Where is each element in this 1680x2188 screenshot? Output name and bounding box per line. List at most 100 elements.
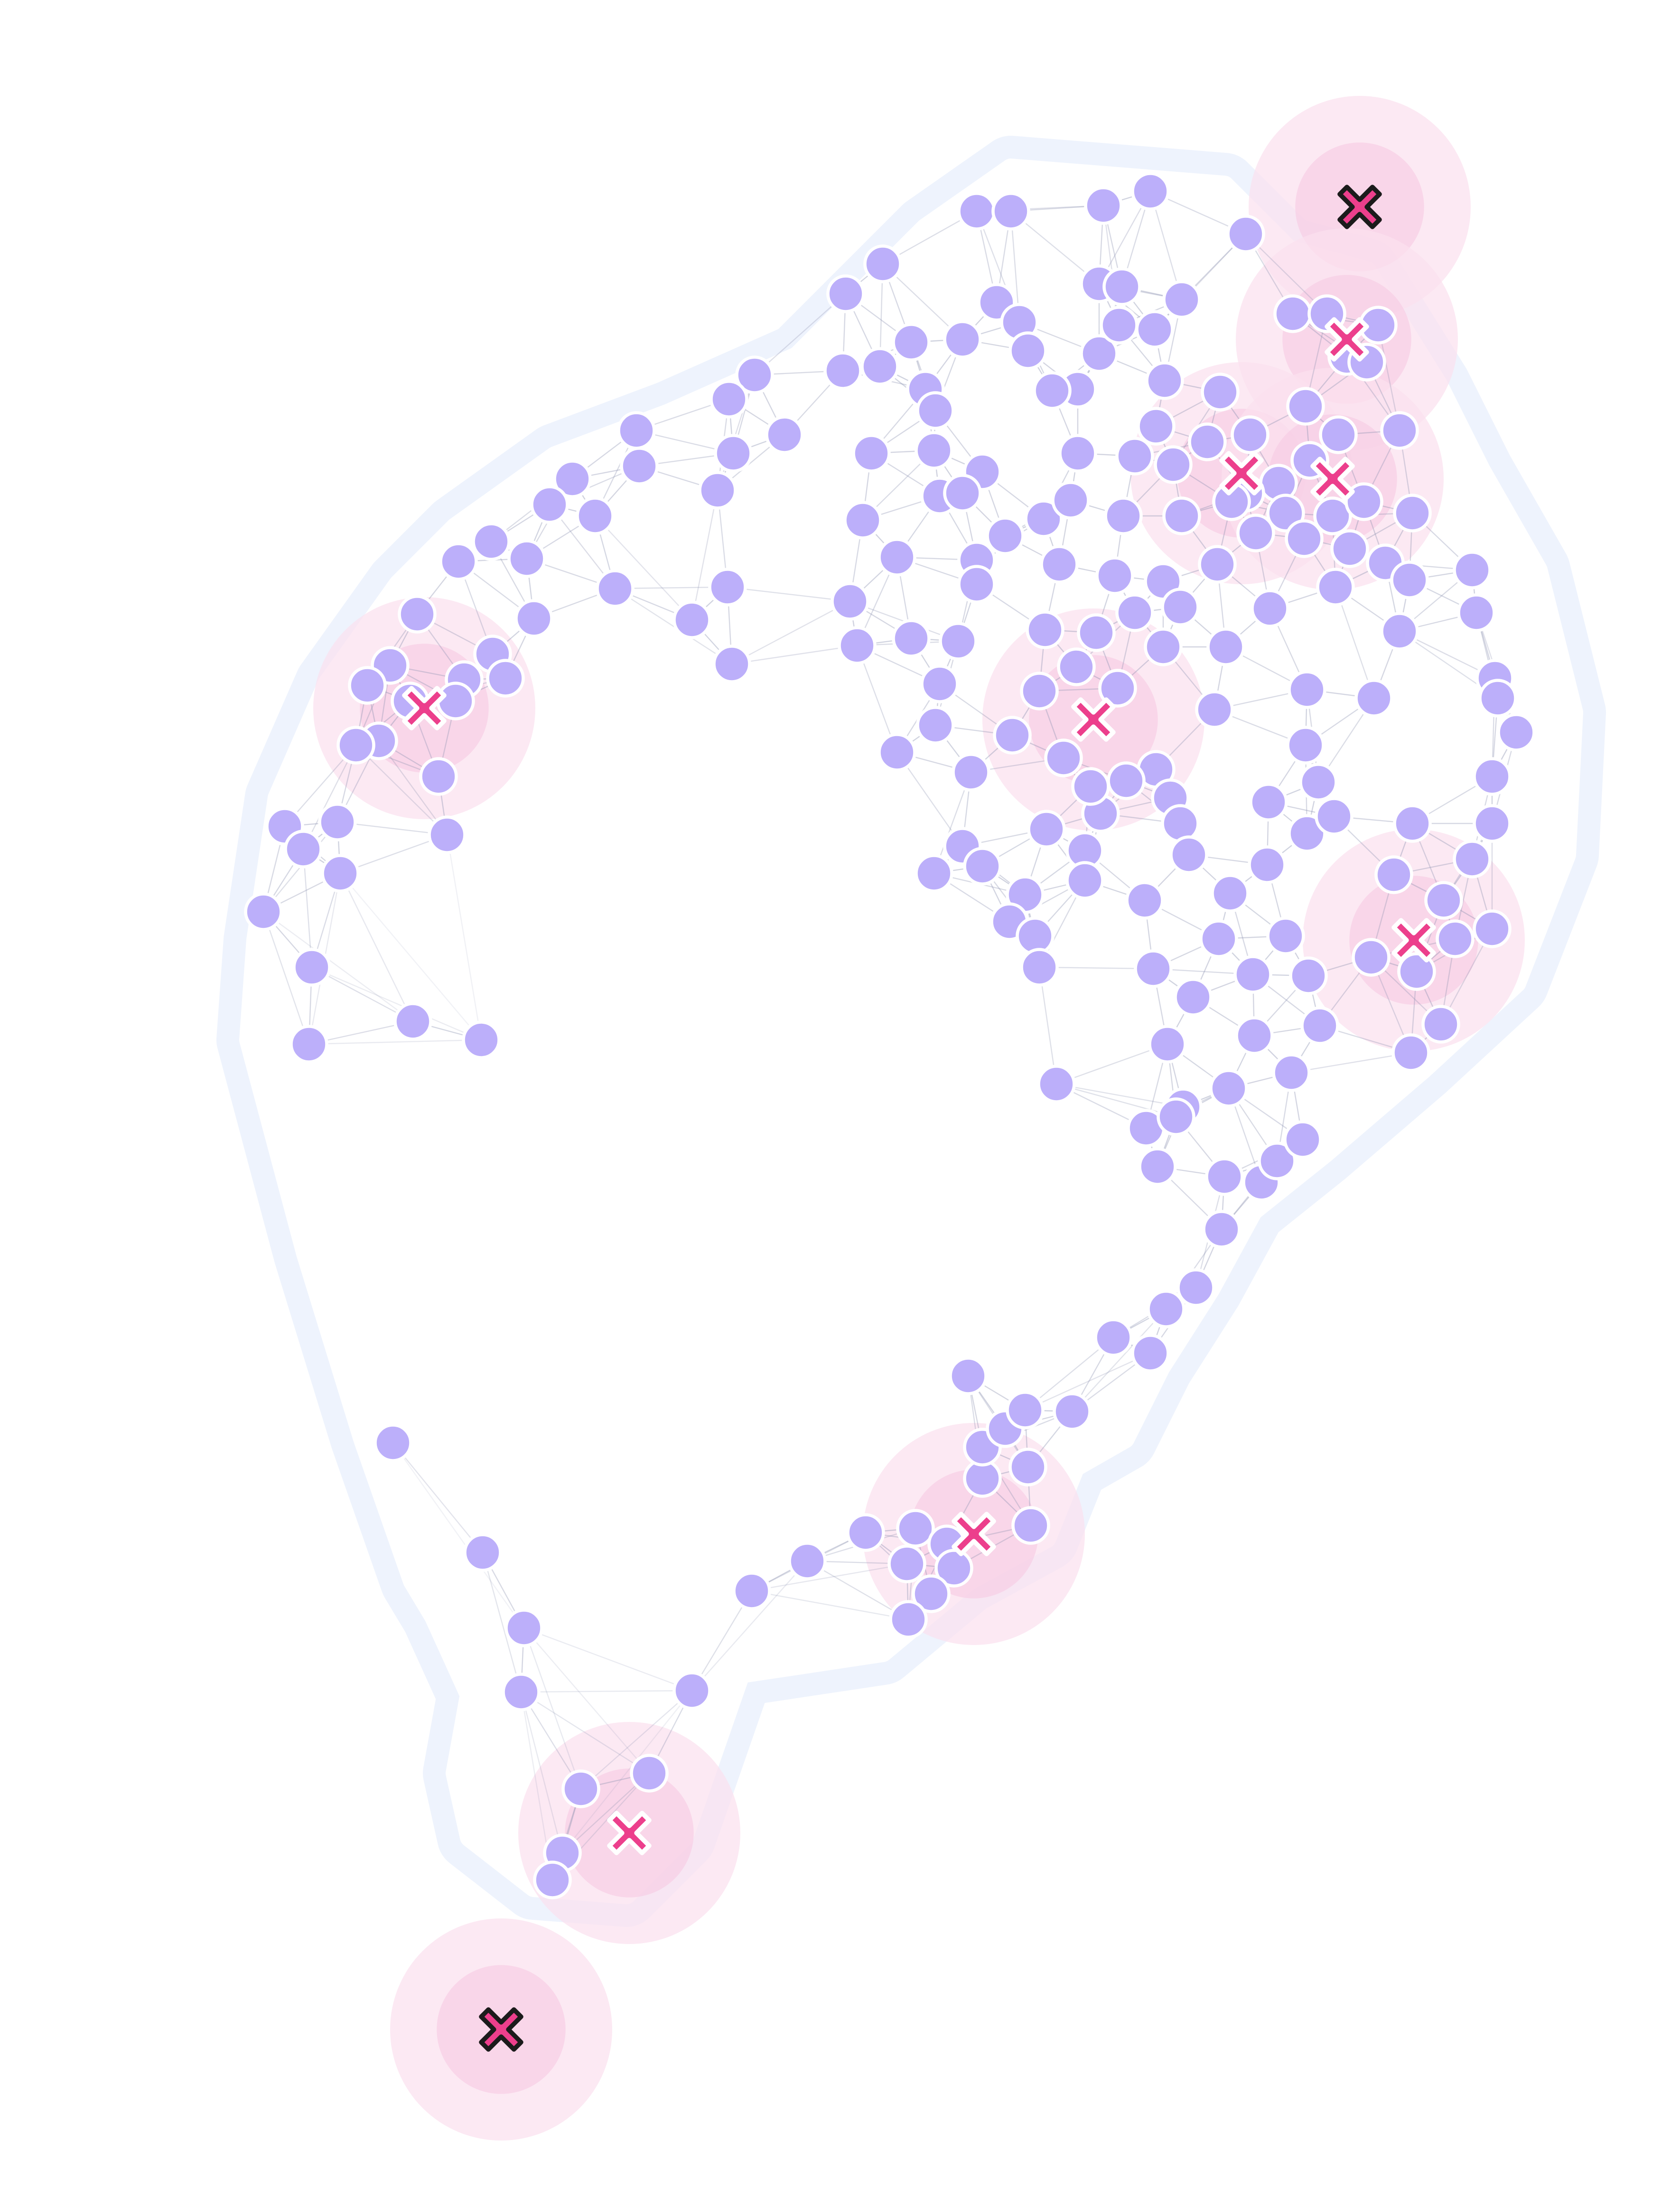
node[interactable] xyxy=(1423,1007,1459,1042)
node[interactable] xyxy=(563,1771,599,1807)
node[interactable] xyxy=(995,718,1030,753)
node[interactable] xyxy=(674,1673,710,1709)
node[interactable] xyxy=(1055,1394,1090,1430)
node[interactable] xyxy=(1475,911,1510,947)
node[interactable] xyxy=(1035,373,1070,409)
node[interactable] xyxy=(988,518,1023,554)
node[interactable] xyxy=(889,1546,925,1582)
node[interactable] xyxy=(622,449,657,484)
node[interactable] xyxy=(1332,531,1368,567)
node[interactable] xyxy=(1140,1149,1176,1185)
node[interactable] xyxy=(1211,1071,1247,1106)
node[interactable] xyxy=(400,597,435,632)
node[interactable] xyxy=(1059,649,1094,685)
node[interactable] xyxy=(918,708,953,743)
node[interactable] xyxy=(894,621,929,656)
node[interactable] xyxy=(1137,312,1173,347)
node[interactable] xyxy=(1274,1055,1309,1091)
node[interactable] xyxy=(488,661,523,696)
node[interactable] xyxy=(421,759,457,795)
node[interactable] xyxy=(1029,812,1064,847)
node[interactable] xyxy=(1237,1018,1272,1054)
node[interactable] xyxy=(1213,876,1248,911)
node[interactable] xyxy=(1022,673,1057,709)
node[interactable] xyxy=(1251,785,1287,820)
node[interactable] xyxy=(828,276,864,312)
node[interactable] xyxy=(959,567,995,602)
node[interactable] xyxy=(619,413,654,449)
node[interactable] xyxy=(1086,188,1121,224)
node[interactable] xyxy=(1455,552,1490,588)
node[interactable] xyxy=(1156,447,1191,483)
node[interactable] xyxy=(246,894,281,930)
node[interactable] xyxy=(1208,629,1244,665)
node[interactable] xyxy=(1289,672,1325,708)
node[interactable] xyxy=(1127,883,1163,918)
node[interactable] xyxy=(1353,940,1389,975)
node[interactable] xyxy=(1010,333,1046,369)
node[interactable] xyxy=(700,473,736,508)
node[interactable] xyxy=(840,628,875,664)
node[interactable] xyxy=(953,755,989,790)
node[interactable] xyxy=(848,1515,884,1551)
node[interactable] xyxy=(516,601,552,636)
node[interactable] xyxy=(1067,863,1103,898)
node[interactable] xyxy=(734,1573,770,1609)
node[interactable] xyxy=(1133,174,1168,209)
node[interactable] xyxy=(716,436,751,471)
node[interactable] xyxy=(338,728,374,763)
node[interactable] xyxy=(578,498,613,534)
node[interactable] xyxy=(1382,413,1418,449)
node[interactable] xyxy=(1073,769,1109,804)
node[interactable] xyxy=(1316,799,1352,834)
node[interactable] xyxy=(1302,1008,1338,1044)
node[interactable] xyxy=(674,602,710,638)
node[interactable] xyxy=(711,382,747,417)
node[interactable] xyxy=(465,1535,501,1571)
node[interactable] xyxy=(1164,282,1200,318)
node[interactable] xyxy=(1010,1449,1046,1485)
node[interactable] xyxy=(710,570,746,605)
node[interactable] xyxy=(1117,439,1153,474)
node[interactable] xyxy=(1148,1291,1184,1327)
node[interactable] xyxy=(894,325,929,360)
node[interactable] xyxy=(1164,498,1200,534)
node[interactable] xyxy=(1392,562,1428,598)
node[interactable] xyxy=(916,856,952,891)
node[interactable] xyxy=(286,832,321,867)
node[interactable] xyxy=(825,353,861,389)
node[interactable] xyxy=(291,1027,327,1062)
node[interactable] xyxy=(1104,269,1140,305)
node[interactable] xyxy=(1382,614,1418,649)
node[interactable] xyxy=(1475,759,1510,795)
node[interactable] xyxy=(1163,589,1198,625)
node[interactable] xyxy=(395,1004,431,1039)
node[interactable] xyxy=(535,1862,570,1898)
node[interactable] xyxy=(916,433,952,468)
node[interactable] xyxy=(993,194,1029,229)
node[interactable] xyxy=(1285,1122,1321,1158)
node[interactable] xyxy=(945,322,980,357)
node[interactable] xyxy=(1197,692,1232,728)
node[interactable] xyxy=(1158,1099,1194,1135)
node[interactable] xyxy=(1395,806,1430,842)
node[interactable] xyxy=(1203,374,1238,410)
node[interactable] xyxy=(1039,1066,1074,1102)
node[interactable] xyxy=(1318,570,1353,605)
node[interactable] xyxy=(506,1610,542,1646)
node[interactable] xyxy=(1117,595,1153,631)
node[interactable] xyxy=(879,540,915,575)
node[interactable] xyxy=(1109,763,1144,799)
node[interactable] xyxy=(1060,436,1096,471)
node[interactable] xyxy=(1228,216,1264,252)
node[interactable] xyxy=(1291,958,1326,994)
node[interactable] xyxy=(862,349,898,384)
node[interactable] xyxy=(1101,308,1137,343)
node[interactable] xyxy=(879,735,915,770)
node[interactable] xyxy=(441,544,476,580)
node[interactable] xyxy=(945,476,980,511)
node[interactable] xyxy=(1022,950,1057,985)
node[interactable] xyxy=(1459,595,1494,631)
node[interactable] xyxy=(959,194,995,229)
node[interactable] xyxy=(1321,417,1356,453)
